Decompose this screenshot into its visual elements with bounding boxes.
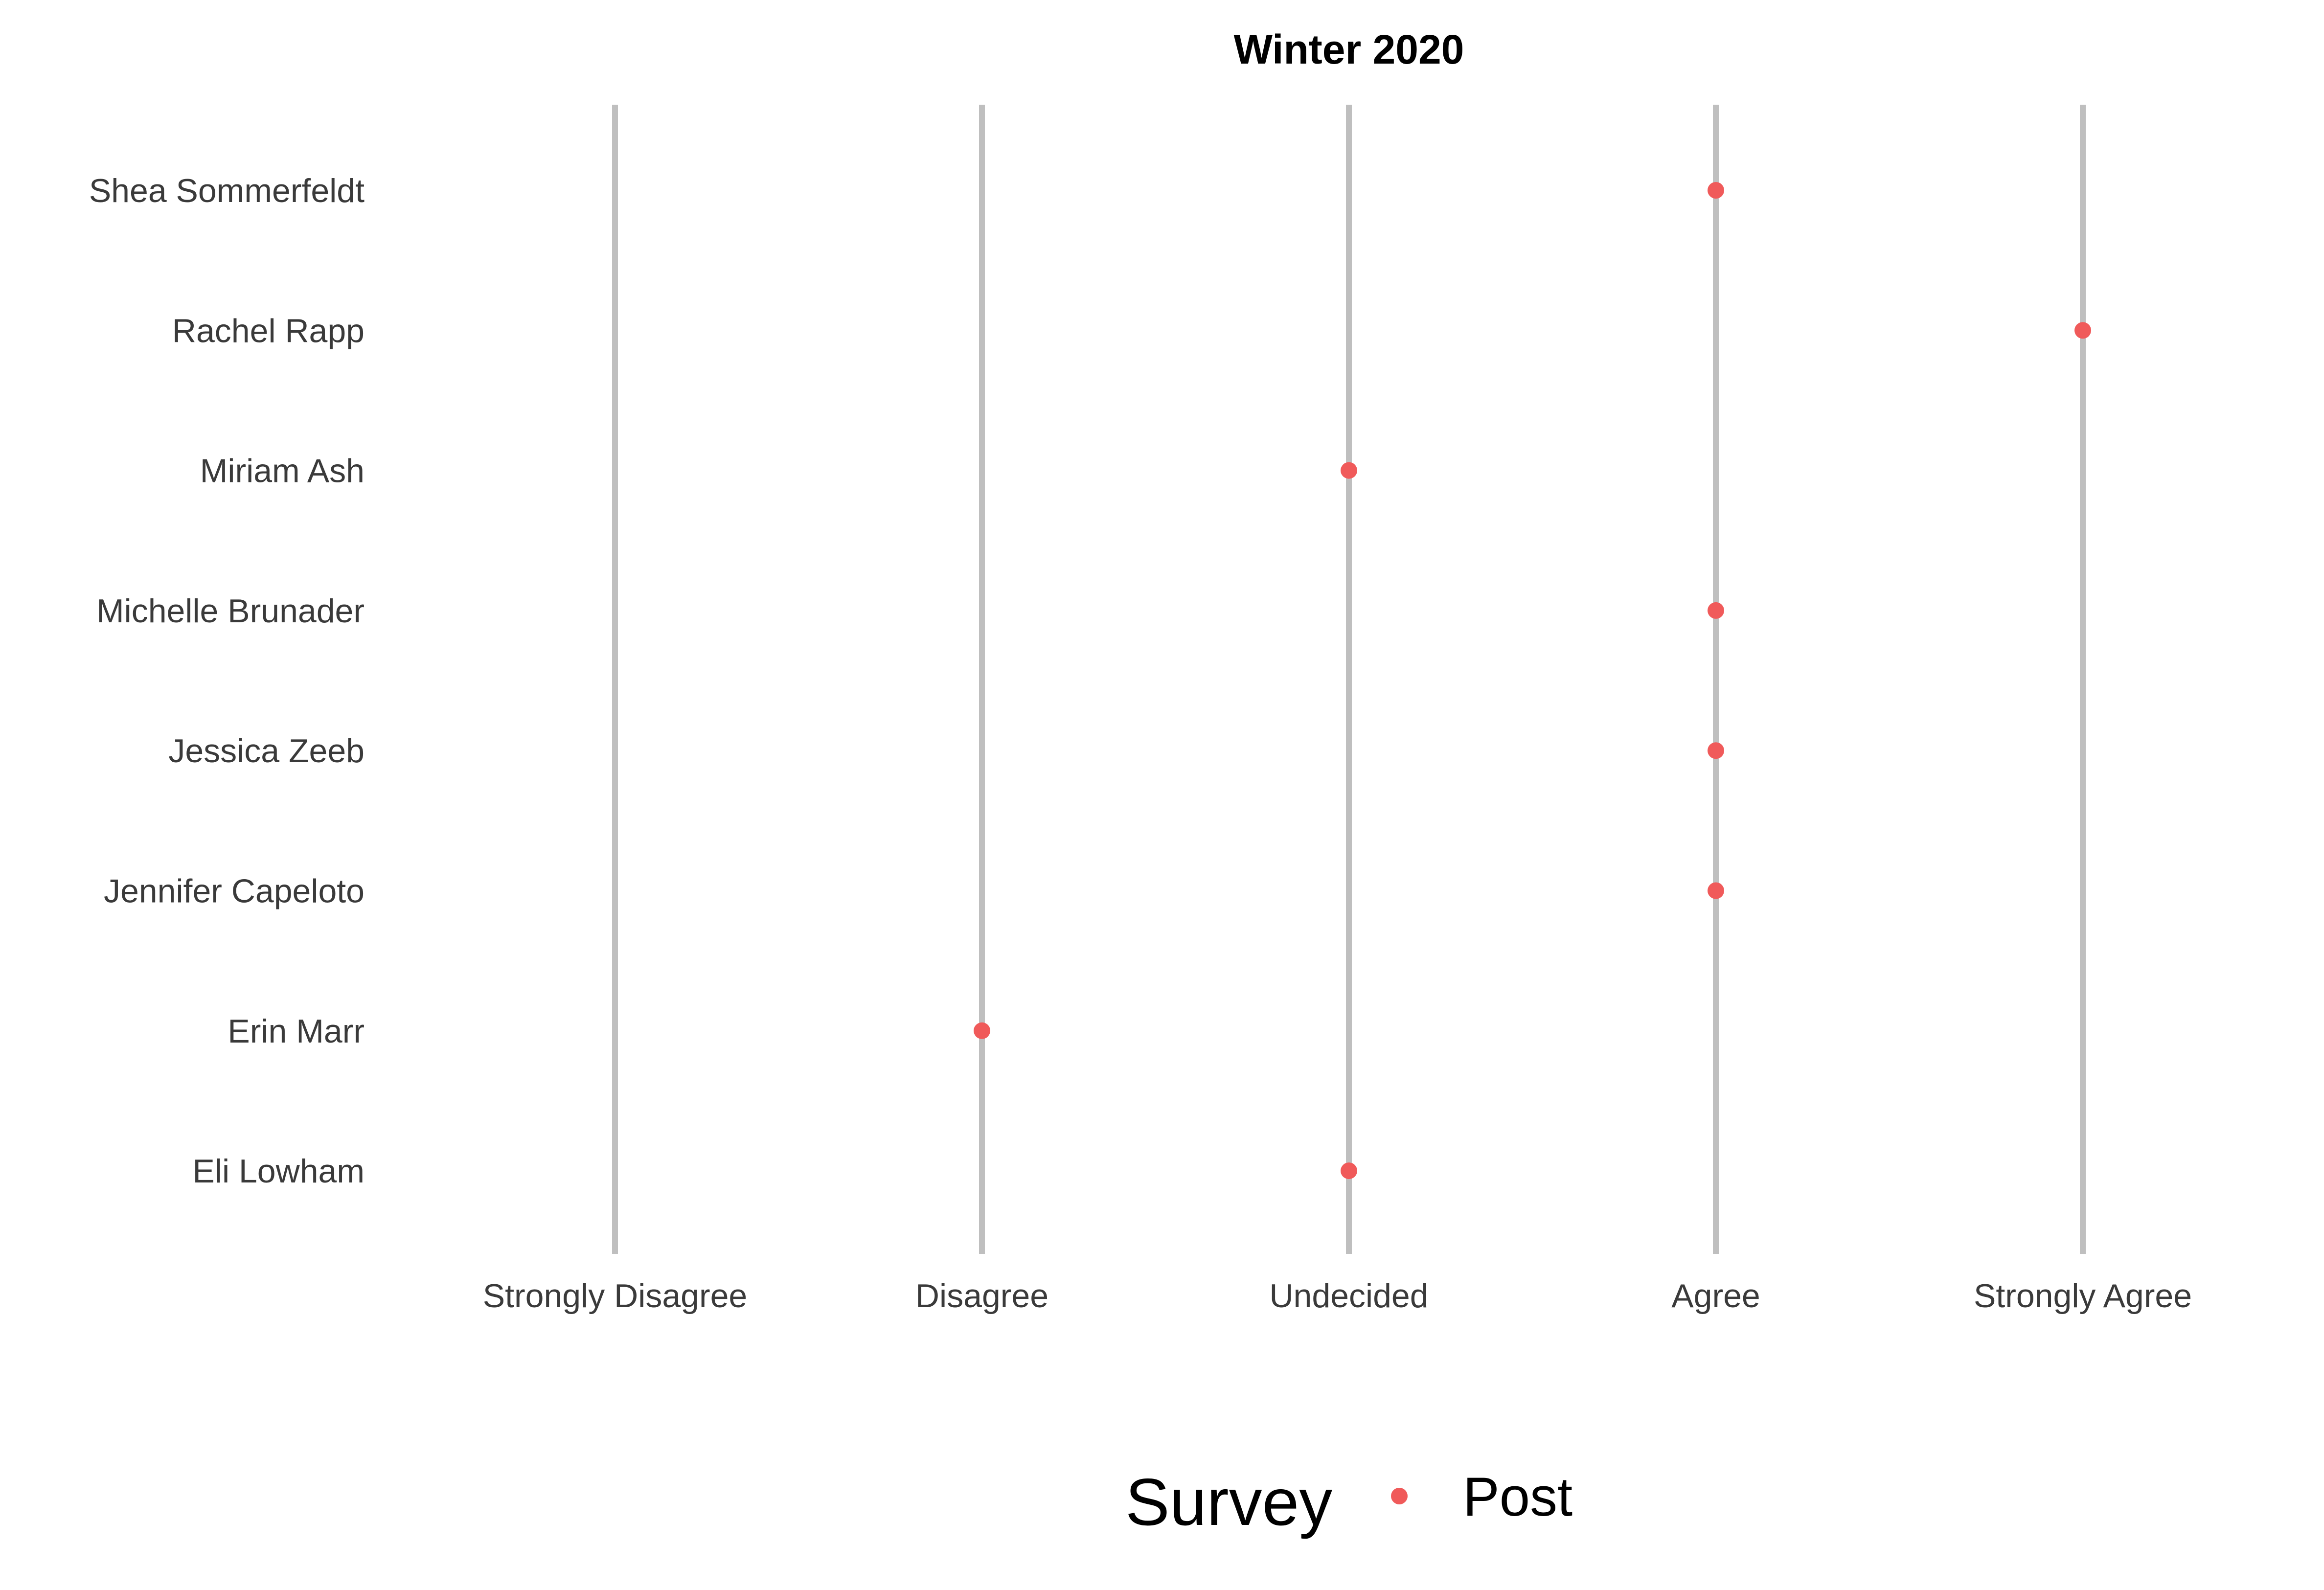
x-tick-label-strongly-agree: Strongly Agree	[1974, 1277, 2192, 1315]
point-miriam-ash	[1341, 462, 1357, 479]
legend: Survey Post	[1125, 1465, 1572, 1539]
y-tick-label-miriam-ash: Miriam Ash	[200, 453, 365, 490]
x-tick-label-strongly-disagree: Strongly Disagree	[483, 1277, 747, 1315]
data-points	[974, 182, 2091, 1180]
legend-key-post	[1391, 1488, 1408, 1504]
x-tick-label-undecided: Undecided	[1269, 1277, 1428, 1315]
point-michelle-brunader	[1708, 602, 1724, 619]
y-tick-label-jessica-zeeb: Jessica Zeeb	[168, 732, 365, 770]
y-tick-label-erin-marr: Erin Marr	[228, 1013, 365, 1050]
x-axis-tick-labels: Strongly Disagree Disagree Undecided Agree S…	[483, 1277, 2192, 1315]
y-axis-tick-labels: Shea Sommerfeldt Rachel Rapp Miriam Ash Mic…	[89, 172, 365, 1190]
chart-title: Winter 2020	[1234, 26, 1464, 72]
y-tick-label-shea-sommerfeldt: Shea Sommerfeldt	[89, 172, 365, 209]
y-tick-label-michelle-brunader: Michelle Brunader	[96, 592, 365, 630]
legend-label-post: Post	[1463, 1466, 1572, 1527]
x-gridlines	[612, 105, 2086, 1254]
point-jessica-zeeb	[1708, 742, 1724, 759]
y-tick-label-rachel-rapp: Rachel Rapp	[172, 312, 365, 349]
point-jennifer-capeloto	[1708, 882, 1724, 899]
x-tick-label-agree: Agree	[1671, 1277, 1760, 1315]
point-shea-sommerfeldt	[1708, 182, 1724, 199]
x-tick-label-disagree: Disagree	[915, 1277, 1048, 1315]
y-tick-label-jennifer-capeloto: Jennifer Capeloto	[104, 873, 365, 910]
y-tick-label-eli-lowham: Eli Lowham	[193, 1153, 365, 1190]
point-eli-lowham	[1341, 1162, 1357, 1180]
point-rachel-rapp	[2074, 322, 2091, 339]
point-erin-marr	[974, 1022, 990, 1039]
legend-title: Survey	[1125, 1465, 1332, 1539]
